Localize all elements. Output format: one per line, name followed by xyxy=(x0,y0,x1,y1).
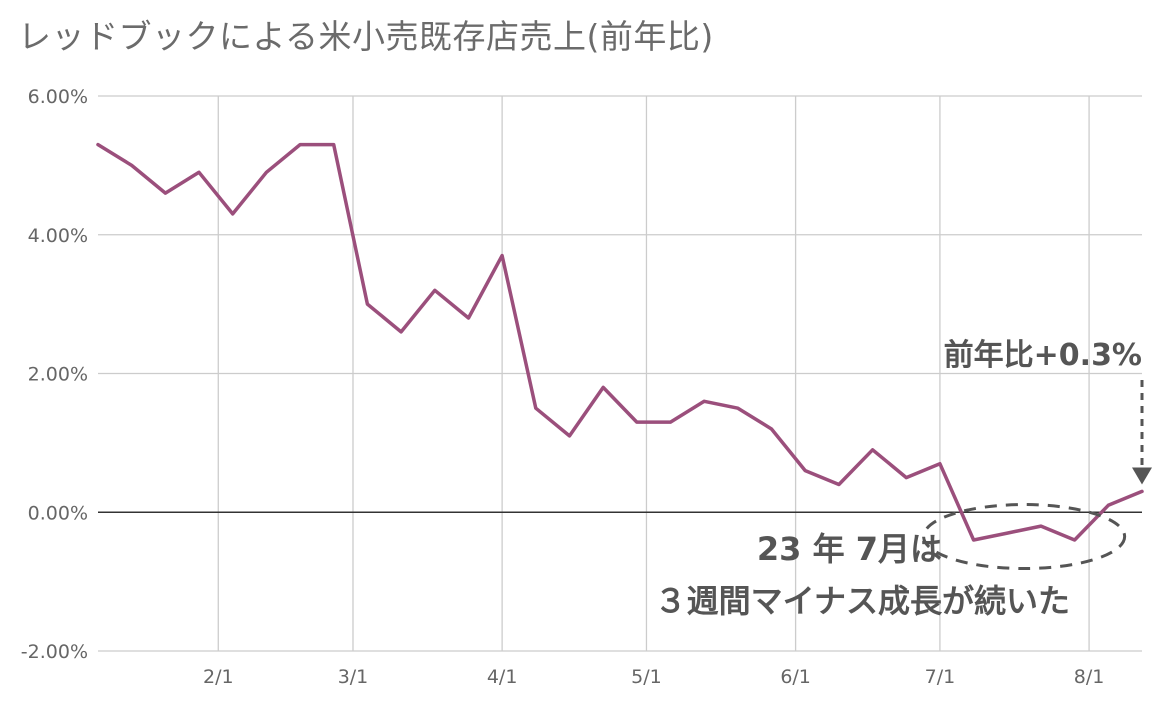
series-line xyxy=(96,142,1144,542)
annotation-arrowhead xyxy=(1132,467,1152,485)
data-point xyxy=(770,427,774,431)
data-point xyxy=(736,406,740,410)
y-tick-label: 6.00% xyxy=(28,86,88,108)
y-tick-label: 0.00% xyxy=(28,502,88,524)
data-point xyxy=(130,163,134,167)
x-tick-label: 5/1 xyxy=(631,666,662,688)
data-point xyxy=(972,538,976,542)
data-point xyxy=(332,143,336,147)
x-tick-label: 4/1 xyxy=(487,666,518,688)
data-point xyxy=(197,170,201,174)
july-highlight-ellipse xyxy=(922,503,1127,571)
data-point xyxy=(298,143,302,147)
data-point xyxy=(871,448,875,452)
data-point xyxy=(365,302,369,306)
y-tick-label: 2.00% xyxy=(28,364,88,386)
data-point xyxy=(399,330,403,334)
july-annotation-line1: 23 年 7月は xyxy=(757,530,942,568)
data-point xyxy=(231,212,235,216)
data-point xyxy=(466,316,470,320)
july-annotation-line2: ３週間マイナス成長が続いた xyxy=(655,582,1070,620)
data-point xyxy=(163,191,167,195)
data-point xyxy=(1140,489,1144,493)
y-tick-label: 4.00% xyxy=(28,225,88,247)
data-point xyxy=(433,288,437,292)
data-point xyxy=(904,476,908,480)
data-point xyxy=(1005,531,1009,535)
chart-title: レッドブックによる米小売既存店売上(前年比) xyxy=(18,17,714,56)
data-point xyxy=(669,420,673,424)
data-point xyxy=(702,399,706,403)
data-point xyxy=(264,170,268,174)
data-point xyxy=(938,462,942,466)
latest-value-annotation: 前年比+0.3% xyxy=(944,338,1142,373)
data-point xyxy=(1106,503,1110,507)
x-tick-label: 2/1 xyxy=(203,666,234,688)
data-point xyxy=(635,420,639,424)
x-tick-label: 8/1 xyxy=(1074,666,1105,688)
data-point xyxy=(567,434,571,438)
x-tick-label: 3/1 xyxy=(338,666,369,688)
data-point xyxy=(1073,538,1077,542)
data-point xyxy=(1039,524,1043,528)
y-tick-label: -2.00% xyxy=(21,641,88,663)
data-point xyxy=(601,385,605,389)
data-point xyxy=(96,143,100,147)
data-point xyxy=(803,469,807,473)
x-tick-label: 6/1 xyxy=(780,666,811,688)
data-point xyxy=(534,406,538,410)
data-point xyxy=(837,483,841,487)
data-point xyxy=(500,254,504,258)
x-tick-label: 7/1 xyxy=(925,666,956,688)
